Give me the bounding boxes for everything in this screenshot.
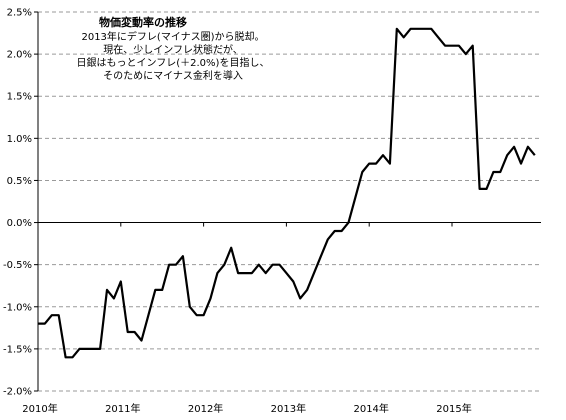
- y-tick-label: 1.5%: [7, 92, 32, 103]
- y-tick-label: -1.5%: [3, 344, 32, 355]
- y-tick-label: 0.0%: [7, 218, 32, 229]
- x-tick-label: 2012年: [188, 402, 223, 415]
- y-tick-label: 1.0%: [7, 134, 32, 145]
- y-tick-label: 0.5%: [7, 176, 32, 187]
- annotation-line: 日銀はもっとインフレ(＋2.0%)を目指し、: [77, 56, 270, 69]
- series-layer: [38, 27, 536, 359]
- x-tick-label: 2011年: [105, 402, 140, 415]
- annotation-line: そのためにマイナス金利を導入: [103, 69, 243, 82]
- x-tick-label: 2015年: [436, 402, 471, 415]
- y-tick-label: -1.0%: [3, 302, 32, 313]
- axes: [34, 11, 541, 392]
- annotation: 物価変動率の推移 2013年にデフレ(マイナス圏)から脱却。 現在、少しインフレ…: [77, 15, 270, 82]
- cpi-line: [38, 27, 536, 359]
- y-tick-label: 2.5%: [7, 8, 32, 19]
- y-tick-label: -0.5%: [3, 260, 32, 271]
- y-tick-label: -2.0%: [3, 387, 32, 398]
- x-tick-label: 2014年: [353, 402, 388, 415]
- x-tick-label: 2010年: [22, 402, 57, 415]
- annotation-title: 物価変動率の推移: [99, 15, 187, 29]
- x-tick-label: 2013年: [271, 402, 306, 415]
- y-tick-label: 2.0%: [7, 50, 32, 61]
- annotation-line: 2013年にデフレ(マイナス圏)から脱却。: [81, 30, 264, 43]
- annotation-line: 現在、少しインフレ状態だが、: [103, 43, 243, 56]
- tick-labels: 2.5% 2.0% 1.5% 1.0% 0.5% 0.0% -0.5% -1.0% -1.5% -…: [3, 8, 472, 416]
